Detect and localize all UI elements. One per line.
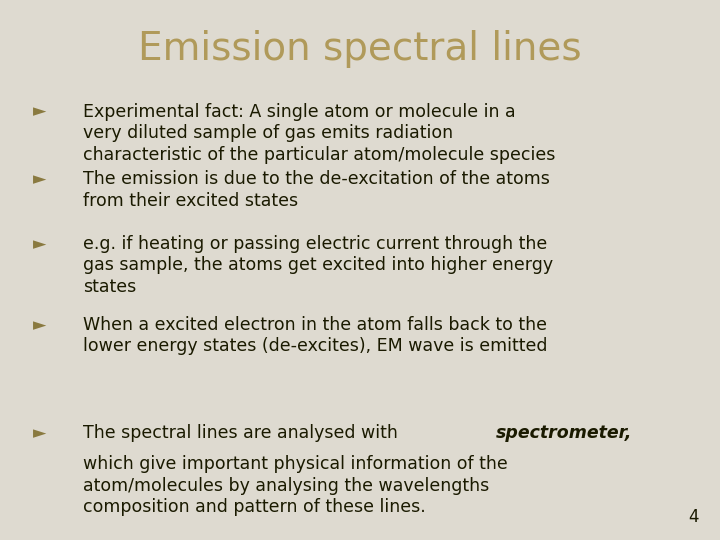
Text: which give important physical information of the
atom/molecules by analysing the: which give important physical informatio… [83,455,508,516]
Text: ►: ► [33,170,46,188]
Text: Emission spectral lines: Emission spectral lines [138,30,582,68]
Text: The spectral lines are analysed with: The spectral lines are analysed with [83,424,403,442]
Text: spectrometer,: spectrometer, [496,424,633,442]
Text: ►: ► [33,316,46,334]
Text: Experimental fact: A single atom or molecule in a
very diluted sample of gas emi: Experimental fact: A single atom or mole… [83,103,555,164]
Text: The emission is due to the de-excitation of the atoms
from their excited states: The emission is due to the de-excitation… [83,170,549,210]
Text: e.g. if heating or passing electric current through the
gas sample, the atoms ge: e.g. if heating or passing electric curr… [83,235,553,296]
Text: When a excited electron in the atom falls back to the
lower energy states (de-ex: When a excited electron in the atom fall… [83,316,547,355]
Text: ►: ► [33,103,46,120]
Text: 4: 4 [688,509,698,526]
Text: ►: ► [33,235,46,253]
Text: ►: ► [33,424,46,442]
